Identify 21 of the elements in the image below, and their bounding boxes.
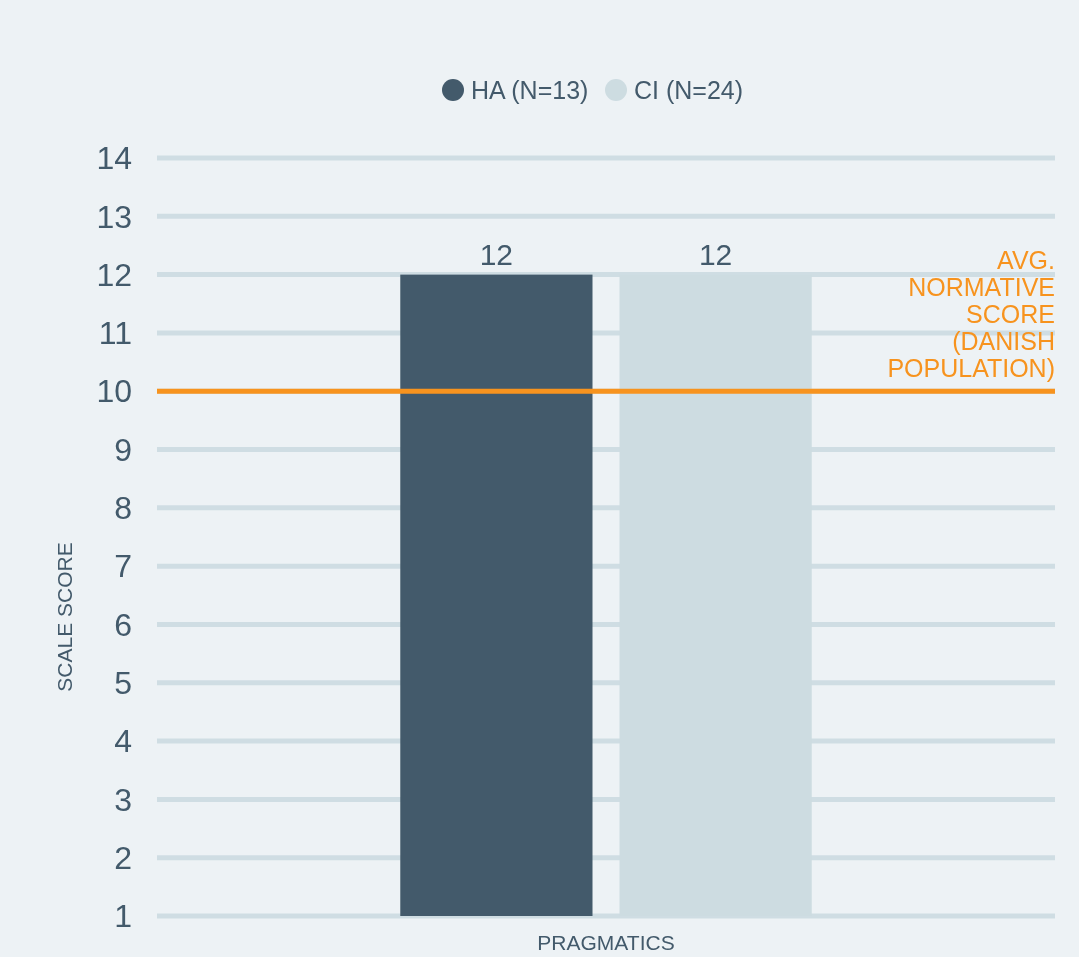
- y-tick-label: 9: [114, 431, 132, 468]
- x-tick-label: PRAGMATICS: [537, 931, 675, 954]
- y-tick-label: 4: [114, 723, 132, 760]
- y-tick-label: 13: [96, 198, 132, 235]
- legend-label: CI (N=24): [634, 75, 744, 104]
- y-tick-label: 1: [114, 898, 132, 935]
- y-tick-label: 11: [98, 315, 132, 352]
- y-tick-label: 7: [114, 548, 132, 585]
- ref-line-label: AVG. NORMATIVE SCORE (DANISH POPULATION): [887, 246, 1055, 383]
- y-tick-label: 5: [114, 664, 132, 701]
- y-tick-label: 8: [114, 490, 132, 527]
- y-tick-label: 14: [96, 140, 132, 177]
- y-axis-title: SCALE SCORE: [53, 542, 76, 692]
- data-label: 12: [698, 237, 733, 271]
- data-label: 12: [479, 237, 514, 271]
- y-tick-label: 3: [114, 781, 132, 818]
- y-tick-label: 6: [114, 606, 132, 643]
- y-tick-label: 10: [96, 373, 132, 410]
- y-tick-label: 2: [114, 839, 132, 876]
- legend-label: HA (N=13): [471, 75, 589, 104]
- y-tick-label: 12: [96, 256, 132, 293]
